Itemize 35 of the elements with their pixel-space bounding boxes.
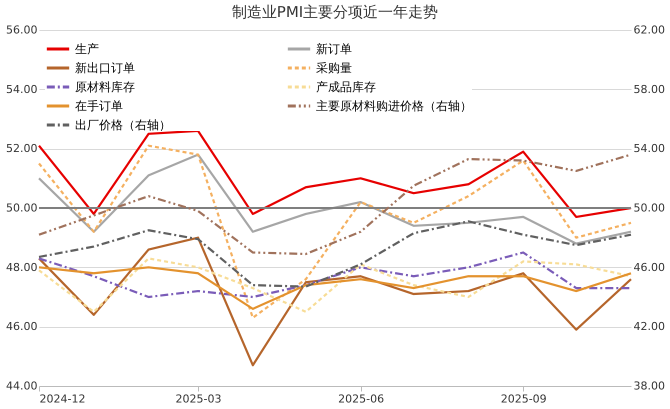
y-tick-label: 50.00	[6, 202, 38, 214]
line-series	[38, 236, 632, 366]
line-series	[38, 144, 632, 319]
line-series	[38, 220, 632, 288]
line-series	[38, 266, 632, 310]
line-series	[38, 130, 632, 218]
x-tick-label: 2025-03	[176, 392, 222, 406]
legend-label: 生产	[75, 42, 99, 56]
y-tick-label: 44.00	[6, 380, 38, 392]
legend-label: 新订单	[316, 42, 352, 56]
y-tick-label: 46.00	[6, 320, 38, 334]
y2-tick-label: 38.00	[634, 380, 665, 392]
legend-label: 在手订单	[75, 99, 123, 113]
y2-tick-label: 42.00	[634, 320, 665, 334]
y-tick-label: 48.00	[6, 260, 38, 274]
legend-label: 出厂价格（右轴）	[75, 118, 171, 132]
legend-label: 新出口订单	[75, 61, 135, 75]
y-tick-label: 52.00	[6, 142, 38, 156]
y2-tick-label: 50.00	[634, 202, 665, 214]
line-series	[38, 251, 632, 298]
y-tick-label: 54.00	[6, 82, 38, 96]
y-tick-label: 56.00	[6, 24, 38, 36]
legend-label: 主要原材料购进价格（右轴）	[316, 99, 472, 113]
x-tick-label: 2025-09	[500, 392, 547, 406]
x-tick-label: 2024-12	[40, 392, 86, 406]
y2-tick-label: 62.00	[634, 24, 665, 36]
y2-tick-label: 54.00	[634, 142, 665, 156]
y2-tick-label: 46.00	[634, 260, 665, 274]
x-tick-label: 2025-06	[338, 392, 384, 406]
line-series	[38, 257, 632, 313]
legend-label: 产成品库存	[316, 80, 376, 94]
chart-title: 制造业PMI主要分项近一年走势	[232, 3, 438, 21]
legend-label: 采购量	[316, 61, 352, 75]
y2-tick-label: 58.00	[634, 82, 665, 96]
legend-label: 原材料库存	[75, 80, 135, 94]
